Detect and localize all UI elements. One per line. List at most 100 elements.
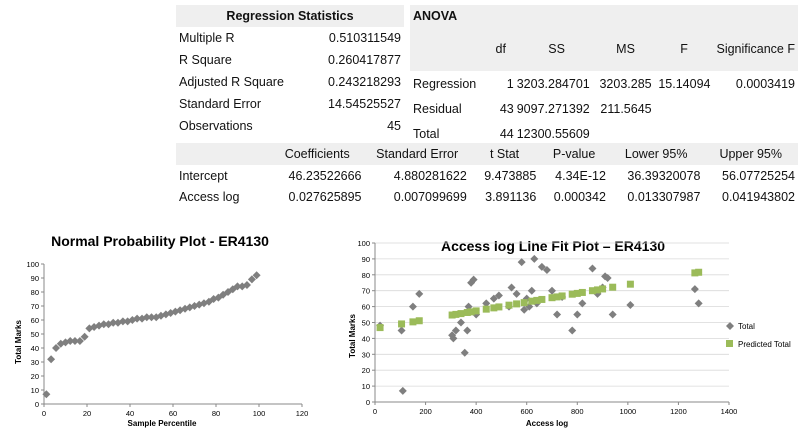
- data-point: [113, 318, 122, 327]
- data-point-total: [537, 262, 546, 271]
- table-row: Regression 1 3203.284701 3203.285 15.14094 0.…: [410, 71, 798, 96]
- data-point-total: [553, 310, 562, 319]
- stat-value: 0.510311549: [328, 31, 401, 45]
- data-point-predicted: [548, 294, 556, 302]
- data-point: [185, 303, 194, 312]
- data-point: [204, 297, 213, 306]
- data-point: [70, 337, 79, 345]
- anova-df: 1: [506, 76, 514, 91]
- data-point-predicted: [463, 308, 471, 316]
- data-point-total: [694, 299, 703, 308]
- coefficient-value: 9.473885: [484, 168, 537, 183]
- table-header-row: Regression Statistics: [176, 5, 404, 27]
- y-tick-label: 80: [362, 271, 370, 280]
- data-point-predicted: [490, 304, 498, 312]
- data-point: [42, 390, 51, 399]
- data-point: [52, 344, 61, 352]
- data-point: [181, 304, 190, 313]
- y-tick-label: 30: [362, 350, 370, 359]
- coefficients-header-row: Coefficients Standard Error t Stat P-value L…: [176, 143, 798, 165]
- data-point-total: [530, 254, 539, 263]
- anova-df: 44: [499, 126, 514, 141]
- data-point-predicted: [695, 268, 703, 276]
- x-tick-label: 400: [470, 407, 483, 416]
- coefficient-value: 3.891136: [485, 189, 537, 204]
- coefficients-header: P-value: [552, 147, 596, 161]
- data-point: [219, 290, 228, 299]
- anova-row-label: Residual: [413, 101, 462, 116]
- stat-value: 0.243218293: [328, 75, 401, 89]
- data-point-total: [463, 326, 472, 335]
- data-point-total: [482, 299, 491, 308]
- data-point-predicted: [568, 290, 576, 298]
- data-point-predicted: [558, 292, 566, 300]
- data-point: [142, 313, 151, 322]
- x-tick-label: 1000: [620, 407, 637, 416]
- anova-header-f: F: [680, 42, 688, 56]
- legend-marker-predicted: [726, 340, 733, 347]
- anova-significance-f: [713, 96, 798, 121]
- coefficient-value: 4.34E-12: [555, 168, 606, 183]
- anova-header-row: df SS MS F Significance F: [410, 27, 798, 71]
- data-point: [109, 318, 118, 327]
- stat-value: 45: [387, 119, 401, 133]
- y-tick-label: 10: [31, 386, 39, 395]
- table-row: Residual 43 9097.271392 211.5645: [410, 96, 798, 121]
- y-tick-label: 70: [31, 302, 39, 311]
- legend: Total Predicted Total: [726, 322, 791, 349]
- anova-f: 15.14094: [658, 76, 711, 91]
- y-tick-label: 20: [31, 372, 39, 381]
- data-point-predicted: [376, 324, 384, 332]
- data-point-total: [415, 289, 424, 298]
- data-point-total: [520, 305, 529, 314]
- data-point-predicted: [448, 311, 456, 319]
- data-point-predicted: [588, 287, 596, 295]
- x-tick-label: 20: [83, 409, 91, 418]
- x-axis-label: Access log: [526, 419, 568, 428]
- coefficients-header: Lower 95%: [624, 147, 688, 161]
- data-point-total: [690, 285, 699, 294]
- data-point: [61, 338, 70, 347]
- data-point-predicted: [609, 283, 617, 291]
- y-tick-label: 70: [362, 287, 370, 296]
- anova-ss: 3203.284701: [516, 76, 590, 91]
- data-point-total: [489, 294, 498, 303]
- data-point-predicted: [691, 269, 699, 277]
- data-point-predicted: [520, 299, 528, 307]
- data-point-total: [472, 310, 481, 319]
- coefficient-value: 4.880281622: [393, 168, 467, 183]
- coefficient-value: 0.041943802: [722, 189, 795, 204]
- data-point: [75, 337, 84, 345]
- anova-ms: 3203.285: [599, 76, 652, 91]
- data-point-predicted: [533, 296, 541, 304]
- table-row: R Square 0.260417877: [176, 49, 404, 71]
- anova-row-label: Total: [413, 126, 440, 141]
- anova-ss: 9097.271392: [516, 101, 590, 116]
- data-point-predicted: [452, 310, 460, 318]
- data-point: [66, 337, 75, 345]
- data-point: [123, 317, 132, 326]
- data-point-predicted: [472, 307, 480, 315]
- y-tick-label: 50: [31, 330, 39, 339]
- data-point-predicted: [505, 301, 513, 309]
- coefficient-row-label: Access log: [179, 189, 240, 204]
- data-point: [47, 355, 56, 364]
- coefficients-table: Coefficients Standard Error t Stat P-value L…: [176, 143, 798, 207]
- coefficient-value: 56.07725254: [722, 168, 795, 183]
- data-point-total: [568, 326, 577, 335]
- y-tick-label: 90: [31, 274, 39, 283]
- data-point: [99, 320, 108, 329]
- stat-value: 14.54525527: [328, 97, 401, 111]
- y-tick-label: 60: [362, 303, 370, 312]
- data-point-total: [603, 273, 612, 282]
- data-point-predicted: [573, 289, 581, 297]
- data-point-predicted: [528, 297, 536, 305]
- data-point-predicted: [626, 280, 634, 288]
- data-point-predicted: [599, 285, 607, 293]
- stat-label: Adjusted R Square: [179, 75, 284, 89]
- data-point-predicted: [482, 305, 490, 313]
- regression-statistics-title: Regression Statistics: [226, 9, 354, 23]
- data-point: [147, 313, 156, 322]
- table-row: Total 44 12300.55609: [410, 121, 798, 146]
- data-point-total: [527, 286, 536, 295]
